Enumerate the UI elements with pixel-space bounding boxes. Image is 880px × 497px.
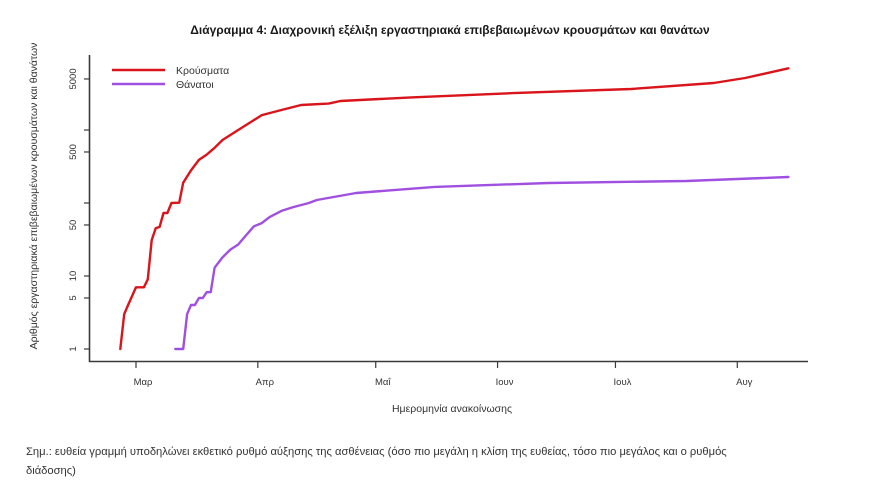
x-axis-title: Ημερομηνία ανακοίνωσης [392, 403, 512, 415]
note-line-1: Σημ.: ευθεία γραμμή υποδηλώνει εκθετικό … [26, 446, 727, 458]
chart-note: Σημ.: ευθεία γραμμή υποδηλώνει εκθετικό … [26, 443, 866, 481]
legend-label-cases: Κρούσματα [176, 65, 229, 77]
y-tick-label: 1 [68, 346, 79, 351]
deaths-line [174, 175, 790, 351]
y-tick-label: 50 [68, 220, 79, 231]
cases-line [119, 67, 790, 351]
y-tick-label: 500 [68, 144, 79, 160]
x-tick-label: Μαρ [134, 377, 153, 388]
legend-item-cases: Κρούσματα [112, 65, 229, 77]
x-tick-label: Αυγ [736, 377, 753, 388]
y-axis-title: Αριθμός εργαστηριακά επιβεβαιωμένων κρου… [28, 43, 40, 350]
x-tick-label: Απρ [256, 377, 275, 388]
legend: Κρούσματα Θάνατοι [112, 65, 229, 91]
x-tick-label: Ιουλ [614, 377, 632, 388]
legend-label-deaths: Θάνατοι [176, 79, 214, 91]
chart-title: Διάγραμμα 4: Διαχρονική εξέλιξη εργαστηρ… [190, 23, 710, 37]
legend-item-deaths: Θάνατοι [112, 79, 214, 91]
series-lines [119, 67, 790, 351]
x-axis-ticks: Μαρ Απρ Μαΐ Ιουν Ιουλ Αυγ [134, 361, 753, 388]
y-tick-label: 10 [68, 271, 79, 282]
axis-frame [88, 55, 808, 363]
y-tick-label: 5 [68, 295, 79, 300]
plot-area: 1 5 10 50 500 5000 Μαρ Απρ Μαΐ Ιουν Ιουλ Αυγ [68, 55, 808, 388]
note-line-2: διάδοσης) [26, 465, 76, 477]
y-tick-label: 5000 [68, 68, 79, 89]
y-axis-ticks: 1 5 10 50 500 5000 [68, 68, 90, 352]
x-tick-label: Μαΐ [375, 377, 391, 388]
x-tick-label: Ιουν [496, 377, 514, 388]
